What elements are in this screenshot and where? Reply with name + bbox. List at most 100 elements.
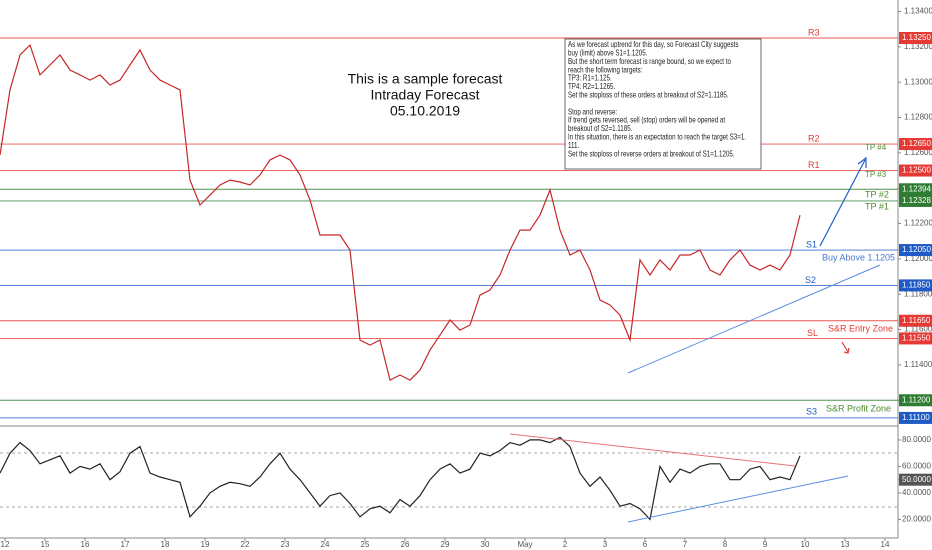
- y2-tick-label: 60.0000: [902, 462, 931, 471]
- y-tick-label: 1.12800: [904, 113, 932, 122]
- level-badge: [899, 411, 932, 424]
- level-badge-label: 1.12650: [902, 139, 931, 148]
- note-line: TP4: R2=1.1265.: [568, 82, 615, 91]
- level-badge-label: 1.12050: [902, 245, 931, 254]
- level-tag: S2: [805, 275, 816, 285]
- note-line: But the short term forecast is range bou…: [568, 57, 731, 66]
- x-tick-label: 24: [321, 540, 330, 549]
- level-badge: [899, 194, 932, 207]
- level-badge: [899, 279, 932, 292]
- x-tick-label: 16: [81, 540, 90, 549]
- level-badge: [899, 314, 932, 327]
- x-tick-label: 8: [723, 540, 728, 549]
- x-tick-label: 15: [41, 540, 50, 549]
- chart-title: 05.10.2019: [390, 103, 460, 119]
- axes: 1.134001.132001.130001.128001.126001.124…: [1, 7, 932, 549]
- level-badge: [899, 183, 932, 196]
- level-tag: S1: [806, 239, 817, 249]
- level-badge-label: 1.13250: [902, 33, 931, 42]
- y2-badge: [899, 473, 932, 486]
- rsi-trendline: [509, 433, 796, 467]
- x-tick-label: 30: [481, 540, 490, 549]
- x-tick-label: 13: [841, 540, 850, 549]
- y-tick-label: 1.12600: [904, 148, 932, 157]
- x-tick-label: 3: [603, 540, 608, 549]
- annotation: S&R Entry Zone: [828, 323, 893, 333]
- note-line: breakout of S2=1.1185.: [568, 124, 632, 133]
- y2-tick-label: 20.0000: [902, 515, 931, 524]
- y-tick-label: 1.11400: [904, 360, 932, 369]
- level-badge: [899, 31, 932, 44]
- x-tick-label: 10: [801, 540, 810, 549]
- x-tick-label: 23: [281, 540, 290, 549]
- note-line: 111.: [568, 141, 579, 150]
- level-badge-label: 1.11650: [902, 316, 931, 325]
- series: [0, 43, 801, 521]
- annotation: S&R Profit Zone: [826, 403, 891, 413]
- x-tick-label: 26: [401, 540, 410, 549]
- x-tick-label: 19: [201, 540, 210, 549]
- price-line: [0, 43, 801, 381]
- annotation: TP #3: [865, 170, 887, 179]
- annotation: Buy Above 1.1205: [822, 252, 895, 262]
- level-badge-label: 1.11200: [902, 395, 931, 404]
- level-badge-label: 1.11100: [902, 413, 930, 422]
- level-badge-label: 1.11850: [902, 281, 931, 290]
- y-tick-label: 1.11600: [904, 325, 932, 334]
- forecast-arrow: [819, 156, 867, 247]
- note-line: buy (limit) above S1=1.1205.: [568, 49, 647, 58]
- trendline: [627, 264, 881, 374]
- level-badge: [899, 394, 932, 407]
- y-tick-label: 1.12000: [904, 254, 932, 263]
- y2-tick-label: 40.0000: [902, 488, 931, 497]
- rsi-line: [0, 436, 801, 521]
- note-line: If trend gets reversed, sell (stop) orde…: [568, 116, 725, 125]
- x-tick-label: 7: [683, 540, 688, 549]
- y-tick-label: 1.13200: [904, 42, 932, 51]
- level-badge: [899, 138, 932, 151]
- note-text: As we forecast uptrend for this day, so …: [568, 40, 746, 158]
- chart-title: Intraday Forecast: [371, 87, 480, 103]
- note-line: reach the following targets:: [568, 66, 642, 75]
- level-tag: R2: [808, 133, 820, 143]
- y2-tick-label: 50.0000: [902, 475, 931, 484]
- note-line: In this situation, there is an expectati…: [568, 133, 746, 142]
- level-badge: [899, 164, 932, 177]
- x-tick-label: 14: [881, 540, 890, 549]
- note-line: TP3: R1=1.125.: [568, 74, 612, 83]
- note-line: As we forecast uptrend for this day, so …: [568, 40, 739, 49]
- level-tag: SL: [807, 328, 818, 338]
- level-tag: TP #2: [865, 190, 889, 200]
- y-tick-label: 1.12200: [904, 219, 932, 228]
- note-box: [564, 38, 762, 170]
- level-tag: R3: [808, 27, 820, 37]
- y2-tick-label: 80.0000: [902, 435, 931, 444]
- note-line: Set the stoploss of these orders at brea…: [568, 91, 729, 100]
- level-tag: S3: [806, 406, 817, 416]
- level-badge: [899, 332, 932, 345]
- level-tag: R1: [808, 160, 820, 170]
- level-badge-label: 1.12394: [902, 184, 931, 193]
- x-tick-label: 9: [763, 540, 768, 549]
- x-tick-label: 17: [121, 540, 130, 549]
- y-tick-label: 1.11800: [904, 289, 932, 298]
- y-tick-label: 1.13400: [904, 7, 932, 16]
- x-tick-label: 29: [441, 540, 450, 549]
- x-tick-label: 25: [361, 540, 370, 549]
- level-badge-label: 1.12500: [902, 166, 931, 175]
- entry-arrow: [841, 341, 850, 354]
- x-tick-label: May: [517, 540, 532, 549]
- rsi-trendline: [627, 475, 849, 523]
- note-line: Set the stoploss of reverse orders at br…: [568, 150, 735, 159]
- x-tick-label: 12: [1, 540, 10, 549]
- chart-title: This is a sample forecast: [348, 71, 503, 87]
- annotation: TP #4: [865, 143, 887, 152]
- level-badge: [899, 244, 932, 257]
- x-tick-label: 18: [161, 540, 170, 549]
- x-tick-label: 2: [563, 540, 568, 549]
- y-tick-label: 1.13000: [904, 77, 932, 86]
- level-badge-label: 1.11550: [902, 334, 931, 343]
- note-line: Stop and reverse:: [568, 108, 617, 117]
